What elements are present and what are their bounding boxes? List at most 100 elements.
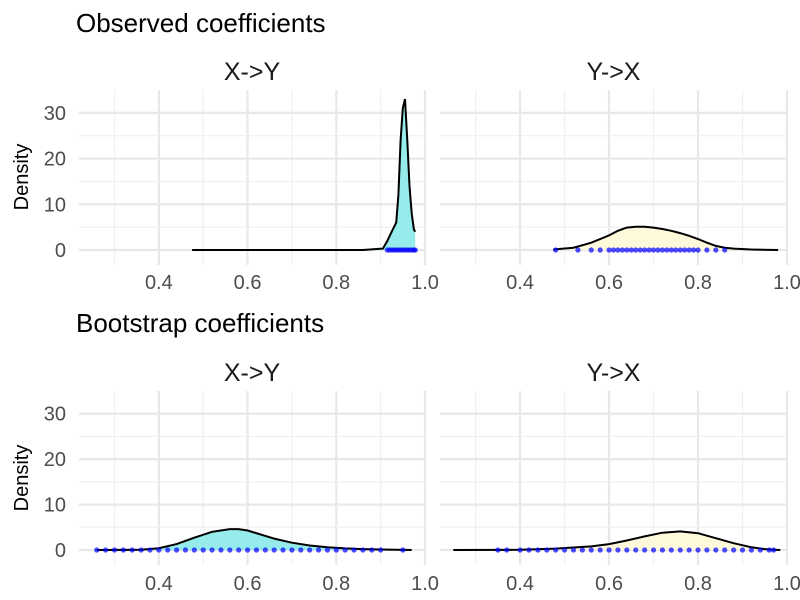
data-point [535,547,541,553]
data-point [597,247,603,253]
facet-label: X->Y [224,359,281,387]
y-axis-label: Density [11,445,33,512]
data-point [579,547,585,553]
x-tick-label: 1.0 [411,272,439,294]
data-point [111,547,118,553]
density-area [453,531,781,550]
density-line [96,528,412,551]
x-tick-label: 0.8 [684,272,712,294]
data-point [588,247,594,253]
data-point [695,247,701,253]
y-tick-label: 20 [44,449,66,471]
data-point [147,547,153,553]
data-point [668,547,674,553]
data-point [695,547,701,553]
data-point [351,547,357,553]
y-tick-label: 20 [44,149,66,171]
data-point [103,547,109,553]
data-point [227,547,233,553]
data-point [766,547,772,553]
row-title: Bootstrap coefficients [76,308,324,338]
data-point [315,547,322,553]
data-point [624,247,630,253]
data-point [713,247,719,253]
panel-1-0: X->Y 0.4 0.6 0.8 1.0 [79,359,439,595]
x-tick-label: 0.6 [595,573,623,595]
data-point [209,547,215,553]
data-point [165,547,171,553]
data-point [182,547,189,553]
facet-label: X->Y [224,58,281,86]
y-axis-label: Density [11,144,33,211]
data-point [369,547,375,553]
facet-label: Y->X [587,359,641,387]
data-point [704,547,710,553]
data-point [673,247,679,253]
data-point [606,247,612,253]
data-point [253,547,260,553]
data-point [289,547,295,553]
data-point [333,547,339,553]
data-point [588,547,594,553]
data-point [236,547,242,553]
y-tick-label: 0 [55,540,66,562]
data-point [668,247,674,253]
data-point [173,547,180,553]
data-point [597,547,603,553]
gridlines [79,90,427,265]
x-tick-label: 0.6 [234,272,262,294]
data-point [138,547,144,553]
data-point [690,247,697,253]
x-tick-label: 0.4 [145,272,173,294]
data-point [624,547,630,553]
data-point [642,247,648,253]
data-point [659,547,666,553]
y-tick-label: 30 [44,404,66,426]
data-point [704,247,710,253]
panel-0-1: Y->X 0.4 0.6 0.8 1.0 [440,58,800,294]
data-point [619,247,625,253]
x-tick-label: 0.8 [684,573,712,595]
x-tick-label: 0.4 [506,272,534,294]
data-point [606,547,612,553]
data-point [378,547,384,553]
data-point [244,547,251,553]
data-point [156,547,162,553]
data-point [686,247,692,253]
data-point [400,547,406,553]
data-point [682,247,688,253]
data-point [94,547,100,553]
data-point [553,247,559,253]
x-tick-label: 1.0 [773,272,800,294]
x-tick-label: 1.0 [411,573,439,595]
data-point [575,247,581,253]
facet-label: Y->X [587,58,641,86]
data-point [553,547,559,553]
row-title: Observed coefficients [76,8,326,38]
data-point [659,247,666,253]
x-tick-label: 0.4 [145,573,173,595]
data-point [677,547,683,553]
data-point [120,547,126,553]
data-point [722,547,728,553]
gridlines [440,391,789,565]
data-point [298,547,304,553]
data-point [628,247,634,253]
data-point [517,547,523,553]
data-point [271,547,277,553]
data-point [615,247,621,253]
data-point [633,247,639,253]
data-point [650,247,657,253]
density-area [192,99,416,250]
data-point [504,547,510,553]
panel-1-1: Y->X 0.4 0.6 0.8 1.0 [440,359,800,595]
data-point [664,247,670,253]
data-point [739,547,746,553]
data-point [677,247,683,253]
data-point [262,547,268,553]
x-tick-label: 0.8 [322,573,350,595]
data-point [771,547,777,553]
chart-row-1: Bootstrap coefficients Density 0 10 20 30 X->Y… [11,308,800,595]
chart-row-0: Observed coefficients Density 0 10 20 30 X->Y 0… [11,8,800,294]
